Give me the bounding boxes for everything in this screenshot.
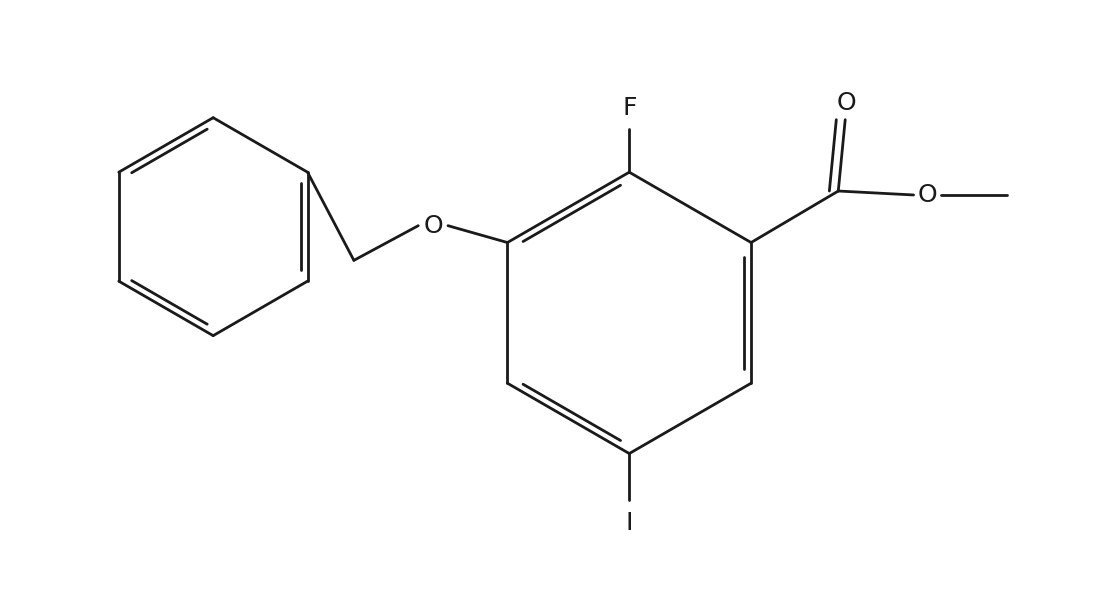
Text: O: O: [918, 183, 938, 207]
Text: O: O: [423, 213, 443, 237]
Text: F: F: [622, 96, 637, 120]
Text: O: O: [836, 91, 856, 115]
Text: I: I: [626, 511, 633, 535]
